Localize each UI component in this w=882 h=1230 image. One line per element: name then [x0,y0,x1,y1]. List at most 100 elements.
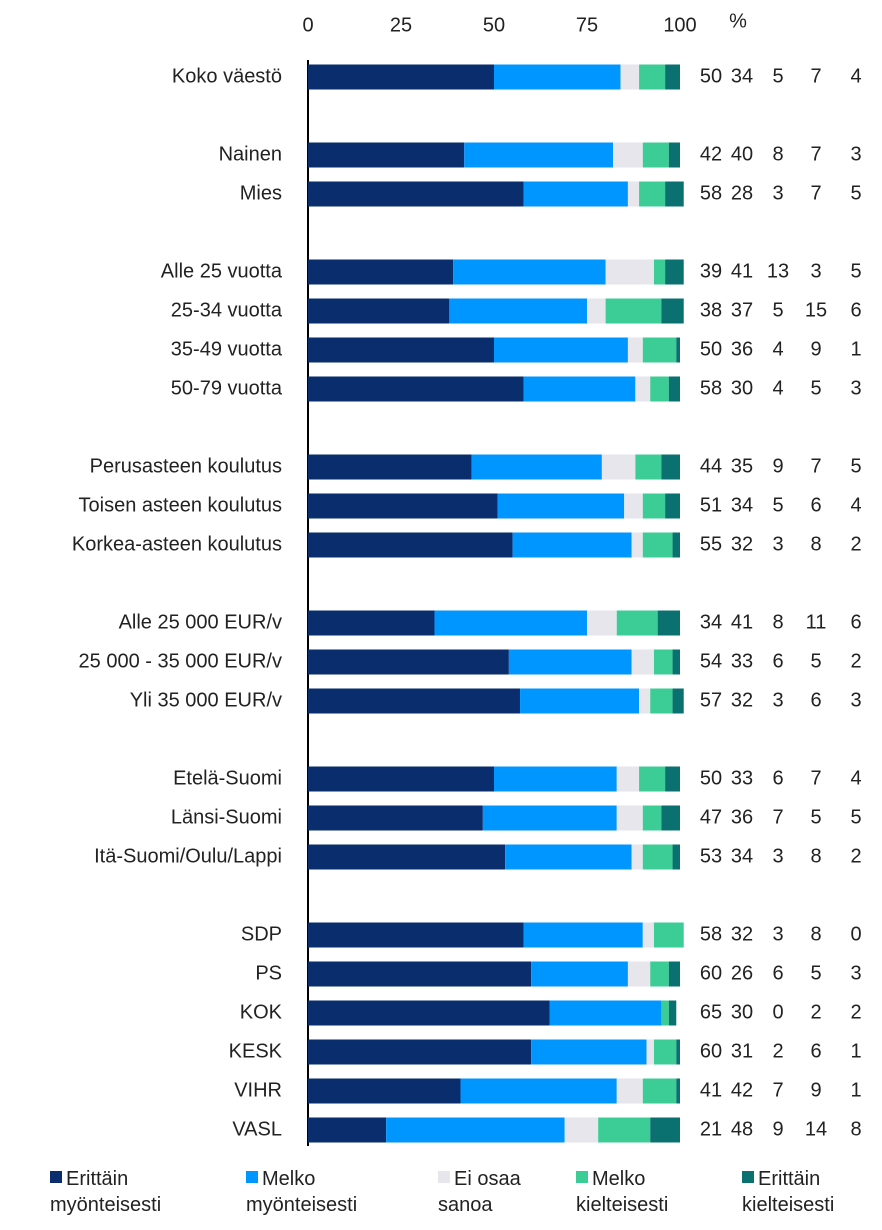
bar-segment [587,298,606,324]
data-label: 34 [731,845,753,867]
bar-segment [308,688,521,714]
bar-segment [308,298,450,324]
data-label: 3 [850,962,861,984]
data-label: 9 [810,338,821,360]
bar-segment [386,1117,565,1143]
bar-segment [661,805,680,831]
data-label: 5 [772,299,783,321]
y-tick-label: 50-79 vuotta [171,377,283,399]
bar-segment [661,298,684,324]
bar-segment [627,961,651,987]
data-label: 5 [810,377,821,399]
data-label: 26 [731,962,753,984]
bar-segment [665,259,684,285]
data-label: 7 [772,806,783,828]
legend-swatch [50,1171,62,1183]
data-label: 51 [700,494,722,516]
bar-segment [308,1039,532,1065]
bar-segment [657,610,680,636]
data-label: 11 [806,611,827,633]
bar-segment [668,376,680,402]
data-label: 36 [731,806,753,828]
data-label: 42 [731,1079,753,1101]
data-label: 41 [700,1079,722,1101]
data-label: 21 [700,1118,722,1140]
bar-segment [308,844,506,870]
bar-segment [616,610,658,636]
x-tick-label: 0 [302,14,313,36]
data-label: 1 [850,1079,861,1101]
bar-segment [601,454,636,480]
data-label: 4 [772,377,783,399]
data-label: 57 [700,689,722,711]
data-label: 8 [810,533,821,555]
bar-segment [308,1000,550,1026]
y-tick-label: VIHR [234,1079,282,1101]
bar-segment [531,961,628,987]
bar-segment [642,142,669,168]
bar-segment [308,337,494,363]
data-label: 2 [850,1001,861,1023]
y-tick-label: Itä-Suomi/Oulu/Lappi [94,845,282,867]
legend-item: Erittäin myönteisesti [50,1166,210,1218]
bar-segment [676,1039,680,1065]
data-label: 50 [700,65,722,87]
bar-segment [642,805,662,831]
bar-segment [650,376,669,402]
bar-segment [308,1117,387,1143]
bar-segment [494,64,621,90]
y-tick-label: PS [255,962,282,984]
data-label: 32 [731,923,753,945]
data-label: 6 [810,1040,821,1062]
data-label: 60 [700,1040,722,1062]
bar-segment [434,610,587,636]
data-label: 30 [731,377,753,399]
data-label: 4 [850,494,861,516]
data-label: 9 [772,455,783,477]
x-tick-label: 75 [576,14,598,36]
data-label: 2 [850,533,861,555]
legend-swatch [246,1171,258,1183]
data-label: 53 [700,845,722,867]
legend-item: Melko kielteisesti [576,1166,726,1218]
data-label: 48 [731,1118,753,1140]
bar-segment [453,259,606,285]
data-label: 6 [772,962,783,984]
legend-label: Melko myönteisesti [246,1168,358,1216]
y-tick-label: Koko väestö [172,65,282,87]
data-label: 34 [731,65,753,87]
data-label: 42 [700,143,722,165]
bar-segment [605,259,654,285]
data-label: 32 [731,533,753,555]
bar-segment [631,532,643,558]
legend: Erittäin myönteisesti Melko myönteisesti E… [0,1166,882,1226]
bar-segment [308,766,494,792]
data-label: 6 [772,767,783,789]
data-label: 3 [850,377,861,399]
bar-segment [661,1000,669,1026]
data-label: 58 [700,182,722,204]
bar-segment [661,454,680,480]
bar-segment [642,1078,677,1104]
bar-segment [520,688,640,714]
legend-swatch [742,1171,754,1183]
legend-label: Melko kielteisesti [576,1168,669,1216]
data-label: 36 [731,338,753,360]
data-label: 5 [772,65,783,87]
data-label: 3 [850,143,861,165]
bar-segment [639,64,666,90]
data-label: 3 [772,689,783,711]
data-label: 58 [700,923,722,945]
legend-item: Melko myönteisesti [246,1166,406,1218]
data-label: 34 [731,494,753,516]
data-label: 7 [810,455,821,477]
bar-segment [635,376,651,402]
data-label: 7 [810,143,821,165]
bar-segment [308,493,498,519]
data-label: 15 [805,299,827,321]
bar-segment [676,1078,680,1104]
bar-segment [642,493,666,519]
data-label: 14 [805,1118,827,1140]
data-label: 39 [700,260,722,282]
bar-segment [308,64,494,90]
